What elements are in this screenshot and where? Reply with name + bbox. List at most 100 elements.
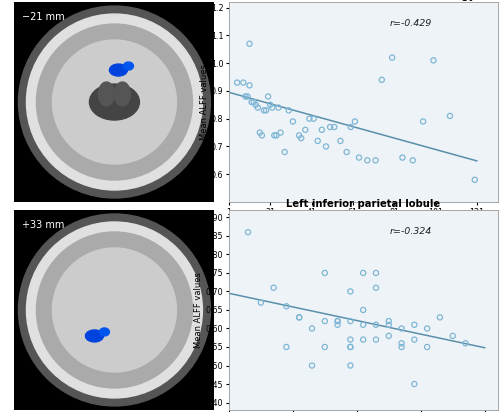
Point <box>297 135 305 141</box>
Ellipse shape <box>114 82 130 106</box>
Point <box>322 143 330 150</box>
Point <box>246 82 254 89</box>
Point <box>256 129 264 136</box>
Point <box>372 321 380 328</box>
Point <box>423 344 431 350</box>
Point <box>355 154 363 161</box>
Point <box>248 99 256 105</box>
Point <box>419 118 427 125</box>
Point <box>260 107 268 114</box>
Point <box>242 93 250 100</box>
Point <box>282 344 290 350</box>
Y-axis label: Mean ALFF values: Mean ALFF values <box>200 64 208 140</box>
Ellipse shape <box>36 232 192 388</box>
Point <box>254 104 262 111</box>
Ellipse shape <box>110 64 128 76</box>
Point <box>326 124 334 130</box>
Point <box>346 336 354 343</box>
Point <box>388 54 396 61</box>
Point <box>410 381 418 387</box>
Ellipse shape <box>18 6 210 198</box>
Point <box>430 57 438 64</box>
Point <box>359 307 367 313</box>
Point <box>289 118 297 125</box>
Point <box>240 79 248 86</box>
Point <box>308 325 316 332</box>
Point <box>268 104 276 111</box>
Point <box>398 325 406 332</box>
Title: Left inferior parietal lobule: Left inferior parietal lobule <box>286 199 440 208</box>
Point <box>385 332 393 339</box>
Point <box>359 336 367 343</box>
Point <box>262 107 270 114</box>
Point <box>276 129 284 136</box>
Point <box>462 340 469 346</box>
Text: +33 mm: +33 mm <box>22 220 65 230</box>
Point <box>346 344 354 350</box>
Ellipse shape <box>100 328 110 336</box>
Ellipse shape <box>86 330 103 342</box>
Ellipse shape <box>52 40 176 164</box>
Point <box>410 321 418 328</box>
Point <box>336 138 344 144</box>
Point <box>398 344 406 350</box>
Point <box>423 325 431 332</box>
Point <box>264 93 272 100</box>
Point <box>295 132 303 139</box>
Point <box>334 318 342 324</box>
Point <box>321 344 329 350</box>
Point <box>272 132 280 139</box>
X-axis label: Duration of PI: Duration of PI <box>324 219 402 229</box>
Point <box>280 149 288 155</box>
Point <box>346 344 354 350</box>
Point <box>233 79 241 86</box>
Point <box>310 115 318 122</box>
Point <box>258 132 266 139</box>
Ellipse shape <box>36 24 192 180</box>
Point <box>410 336 418 343</box>
Point <box>330 124 338 130</box>
Point <box>246 40 254 47</box>
Text: r=-0.324: r=-0.324 <box>390 227 432 236</box>
Point <box>385 321 393 328</box>
Point <box>342 149 350 155</box>
Point <box>364 157 372 164</box>
Point <box>257 299 265 306</box>
Point <box>351 118 359 125</box>
Point <box>308 362 316 369</box>
Point <box>250 99 258 105</box>
Text: r=-0.429: r=-0.429 <box>390 19 432 28</box>
Point <box>347 124 355 130</box>
Point <box>398 340 406 346</box>
Ellipse shape <box>26 222 203 398</box>
Ellipse shape <box>52 248 176 372</box>
Point <box>385 318 393 324</box>
Point <box>321 269 329 276</box>
Point <box>334 321 342 328</box>
Point <box>285 107 293 114</box>
Point <box>302 126 310 133</box>
Point <box>295 314 303 321</box>
Ellipse shape <box>90 84 140 120</box>
Point <box>446 112 454 119</box>
Point <box>448 332 456 339</box>
Point <box>359 321 367 328</box>
Point <box>436 314 444 321</box>
Point <box>372 284 380 291</box>
Point <box>321 318 329 324</box>
Point <box>346 288 354 295</box>
Point <box>306 115 314 122</box>
Point <box>318 126 326 133</box>
Point <box>471 176 479 183</box>
Point <box>295 314 303 321</box>
Point <box>282 303 290 309</box>
Point <box>270 284 278 291</box>
Point <box>314 138 322 144</box>
Ellipse shape <box>26 14 203 190</box>
Point <box>334 318 342 324</box>
Text: −21 mm: −21 mm <box>22 12 65 22</box>
Point <box>409 157 417 164</box>
Point <box>244 229 252 236</box>
Point <box>266 101 274 108</box>
Ellipse shape <box>98 82 114 106</box>
